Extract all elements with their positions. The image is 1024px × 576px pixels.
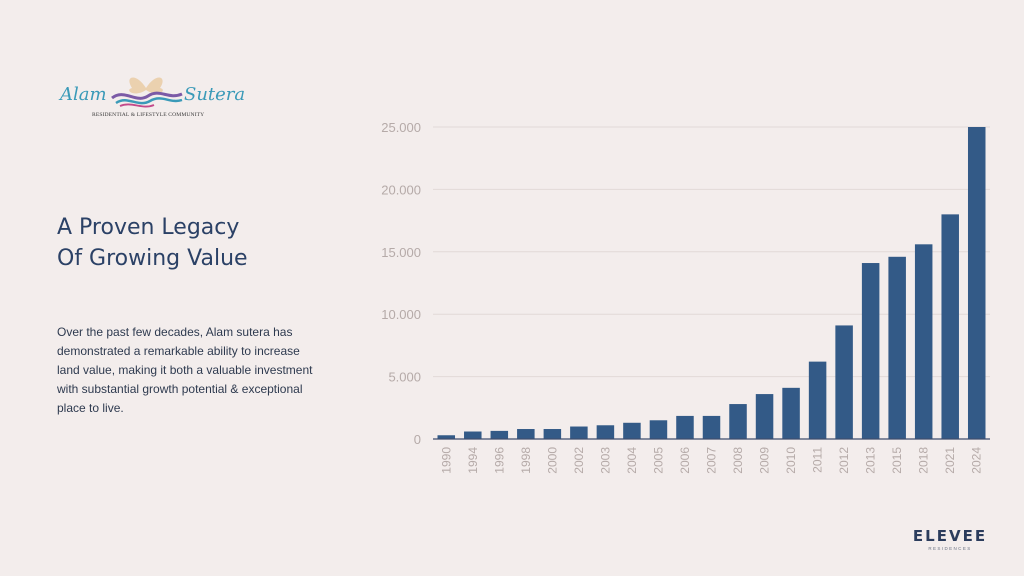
bar-2008 [729, 404, 747, 439]
x-tick-label: 2003 [598, 447, 612, 474]
bar-2011 [808, 361, 827, 439]
y-tick-label: 25.000 [381, 120, 421, 135]
bar-2007 [702, 415, 721, 439]
x-tick-label: 2011 [811, 447, 825, 473]
y-tick-label: 10.000 [381, 307, 421, 322]
x-tick-label: 1990 [439, 447, 453, 474]
x-tick-label: 2006 [678, 447, 692, 474]
bar-1994 [464, 431, 482, 439]
alam-sutera-logo: Alam Sutera RESIDENTIAL & LIFESTYLE COMM… [58, 70, 245, 122]
bar-2005 [649, 420, 668, 439]
title-line-1: A Proven Legacy [57, 215, 240, 240]
logo-word-sutera: Sutera [184, 84, 246, 105]
x-tick-label: 2018 [917, 447, 931, 474]
bar-2002 [570, 426, 588, 439]
x-tick-label: 2007 [705, 447, 719, 474]
x-tick-label: 2015 [890, 447, 904, 474]
bar-2015 [888, 256, 906, 439]
x-tick-label: 2010 [784, 447, 798, 474]
x-tick-label: 2004 [625, 447, 639, 474]
elevee-brand: ELEVEE RESIDENCES [905, 527, 995, 551]
page-title: A Proven Legacy Of Growing Value [57, 212, 248, 274]
x-tick-label: 2000 [545, 447, 559, 474]
x-tick-label: 2005 [651, 447, 665, 474]
bar-2013 [861, 263, 880, 439]
x-tick-label: 2009 [758, 447, 772, 474]
bar-2024 [967, 127, 986, 439]
land-value-bar-chart: 0 5.000 10.000 15.000 20.000 25.000 1990 1994 19… [381, 120, 990, 474]
bar-1996 [490, 430, 509, 439]
bar-2004 [623, 422, 641, 439]
y-tick-label: 20.000 [381, 182, 421, 197]
bar-2010 [782, 387, 800, 439]
x-tick-label: 1998 [519, 447, 533, 474]
bar-2021 [941, 214, 959, 439]
brand-name: ELEVEE [912, 527, 988, 545]
x-tick-label: 2013 [864, 447, 878, 474]
bar-2006 [676, 415, 694, 439]
logo-tagline: RESIDENTIAL & LIFESTYLE COMMUNITY [92, 112, 205, 118]
y-tick-label: 5.000 [388, 370, 421, 385]
x-tick-label: 1996 [492, 447, 506, 474]
y-tick-label: 0 [414, 432, 421, 447]
butterfly-wave-icon [111, 77, 183, 108]
description-text: Over the past few decades, Alam sutera h… [57, 325, 313, 415]
x-tick-label: 2012 [837, 447, 851, 474]
x-tick-label: 2008 [731, 447, 745, 474]
x-tick-label: 2024 [970, 447, 984, 474]
bar-2012 [835, 325, 853, 439]
bar-1998 [517, 429, 535, 439]
bar-2000 [543, 429, 562, 439]
title-line-2: Of Growing Value [57, 246, 248, 271]
bar-2018 [914, 244, 933, 439]
x-tick-label: 2021 [943, 447, 957, 474]
bar-2003 [596, 425, 615, 439]
bar-1990 [437, 435, 456, 439]
x-tick-label: 2002 [572, 447, 586, 474]
bar-2009 [755, 394, 774, 439]
logo-word-alam: Alam [60, 84, 107, 105]
y-tick-label: 15.000 [381, 245, 421, 260]
x-tick-label: 1994 [466, 447, 480, 474]
brand-sub: RESIDENCES [928, 546, 972, 551]
